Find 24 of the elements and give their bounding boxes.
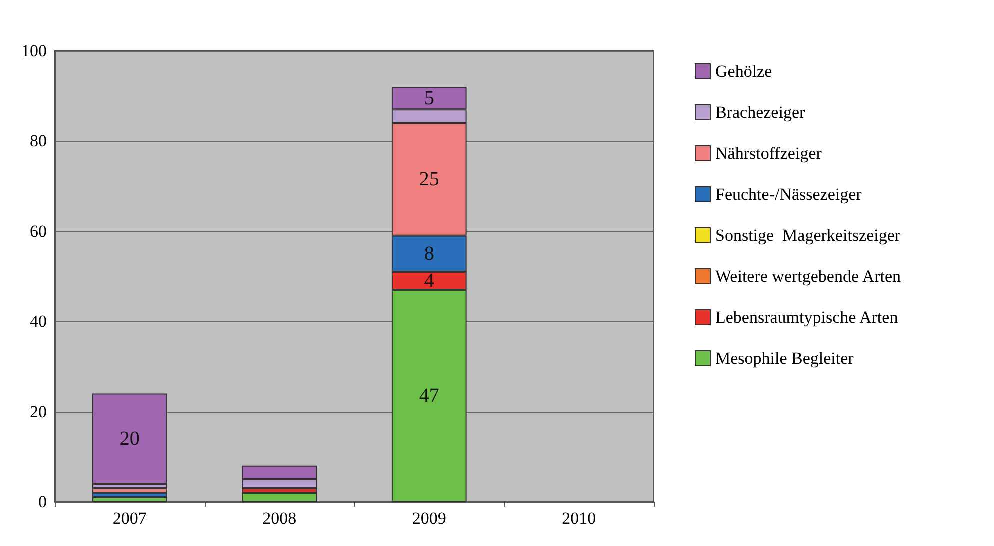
data-label: 25 (419, 168, 440, 191)
y-tick-label: 20 (30, 402, 47, 422)
x-tick-label: 2010 (562, 509, 596, 528)
y-tick-label: 80 (30, 132, 47, 151)
data-label: 20 (120, 428, 140, 450)
y-tick-label: 40 (30, 312, 47, 332)
data-label: 47 (419, 385, 440, 408)
x-tick-label: 2007 (112, 509, 148, 528)
legend-label: Gehölze (716, 62, 772, 81)
legend-label: Feuchte-/Nässezeiger (716, 185, 862, 204)
legend-label: Sonstige Magerkeitszeiger (716, 226, 901, 245)
y-tick-label: 0 (38, 492, 47, 512)
y-tick-label: 100 (22, 42, 47, 60)
data-label: 8 (424, 242, 434, 265)
legend-label: Nährstoffzeiger (716, 144, 822, 163)
x-tick-label: 2008 (262, 509, 297, 528)
legend-label: Lebensraumtypische Arten (716, 308, 899, 327)
legend-label: Brachezeiger (716, 103, 806, 122)
legend-label: Weitere wertgebende Arten (716, 267, 902, 286)
data-label: 5 (424, 87, 434, 110)
y-tick-label: 60 (30, 222, 47, 241)
data-label: 4 (424, 270, 434, 292)
x-tick-label: 2009 (412, 509, 446, 528)
legend-label: Mesophile Begleiter (716, 349, 854, 368)
